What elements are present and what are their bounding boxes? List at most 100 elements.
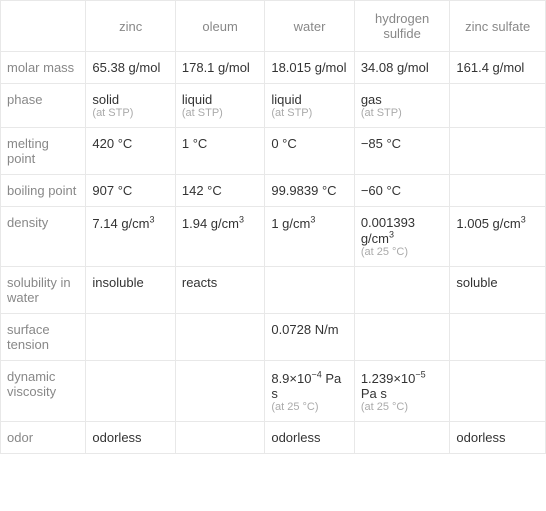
- table-cell: [175, 421, 264, 453]
- table-cell: 18.015 g/mol: [265, 52, 354, 84]
- row-header: molar mass: [1, 52, 86, 84]
- cell-value: 0 °C: [271, 136, 296, 151]
- row-header: boiling point: [1, 175, 86, 207]
- table-cell: 907 °C: [86, 175, 175, 207]
- table-cell: odorless: [265, 421, 354, 453]
- cell-value: reacts: [182, 275, 217, 290]
- table-cell: reacts: [175, 267, 264, 314]
- row-header: melting point: [1, 128, 86, 175]
- table-cell: 1 °C: [175, 128, 264, 175]
- cell-value: 1.005 g/cm3: [456, 216, 525, 231]
- table-cell: liquid(at STP): [265, 84, 354, 128]
- table-cell: solid(at STP): [86, 84, 175, 128]
- col-header: oleum: [175, 1, 264, 52]
- table-cell: 1 g/cm3: [265, 207, 354, 267]
- cell-note: (at 25 °C): [361, 401, 444, 413]
- cell-value: −60 °C: [361, 183, 401, 198]
- cell-value: odorless: [92, 430, 141, 445]
- cell-note: (at STP): [92, 107, 168, 119]
- cell-value: solid: [92, 92, 119, 107]
- table-cell: 142 °C: [175, 175, 264, 207]
- table-cell: [450, 175, 546, 207]
- table-cell: [450, 314, 546, 361]
- cell-value: 65.38 g/mol: [92, 60, 160, 75]
- table-cell: 34.08 g/mol: [354, 52, 450, 84]
- table-cell: [450, 128, 546, 175]
- table-cell: 420 °C: [86, 128, 175, 175]
- row-header: surface tension: [1, 314, 86, 361]
- cell-value: gas: [361, 92, 382, 107]
- table-row: phasesolid(at STP)liquid(at STP)liquid(a…: [1, 84, 546, 128]
- cell-value: 907 °C: [92, 183, 132, 198]
- table-cell: 178.1 g/mol: [175, 52, 264, 84]
- cell-value: liquid: [271, 92, 301, 107]
- table-cell: 0.0728 N/m: [265, 314, 354, 361]
- table-cell: 99.9839 °C: [265, 175, 354, 207]
- cell-value: 0.001393 g/cm3: [361, 215, 415, 246]
- table-cell: soluble: [450, 267, 546, 314]
- row-header: phase: [1, 84, 86, 128]
- table-row: density7.14 g/cm3 1.94 g/cm3 1 g/cm3 0.0013…: [1, 207, 546, 267]
- table-cell: [175, 361, 264, 421]
- cell-note: (at 25 °C): [361, 246, 444, 258]
- row-header: dynamic viscosity: [1, 361, 86, 421]
- cell-value: −85 °C: [361, 136, 401, 151]
- table-cell: 8.9×10−4 Pa s(at 25 °C): [265, 361, 354, 421]
- table-cell: gas(at STP): [354, 84, 450, 128]
- table-cell: [86, 314, 175, 361]
- cell-value: 1 g/cm3: [271, 216, 315, 231]
- cell-value: 161.4 g/mol: [456, 60, 524, 75]
- table-cell: [450, 361, 546, 421]
- row-header: solubility in water: [1, 267, 86, 314]
- table-cell: [450, 84, 546, 128]
- cell-value: 1.94 g/cm3: [182, 216, 244, 231]
- table-cell: 1.239×10−5 Pa s(at 25 °C): [354, 361, 450, 421]
- table-row: odor odorless odorless odorless: [1, 421, 546, 453]
- table-cell: −85 °C: [354, 128, 450, 175]
- cell-value: 8.9×10−4 Pa s: [271, 371, 341, 401]
- table-cell: [354, 314, 450, 361]
- col-header: hydrogen sulfide: [354, 1, 450, 52]
- table-cell: −60 °C: [354, 175, 450, 207]
- table-row: solubility in water insoluble reacts solubl…: [1, 267, 546, 314]
- table-cell: odorless: [86, 421, 175, 453]
- table-cell: 65.38 g/mol: [86, 52, 175, 84]
- cell-value: 1 °C: [182, 136, 207, 151]
- row-header: odor: [1, 421, 86, 453]
- properties-table: zinc oleum water hydrogen sulfide zinc s…: [0, 0, 546, 454]
- table-cell: 0.001393 g/cm3(at 25 °C): [354, 207, 450, 267]
- cell-value: 0.0728 N/m: [271, 322, 338, 337]
- cell-value: odorless: [271, 430, 320, 445]
- table-row: surface tension 0.0728 N/m: [1, 314, 546, 361]
- table-cell: [265, 267, 354, 314]
- table-cell: 7.14 g/cm3: [86, 207, 175, 267]
- table-cell: [354, 421, 450, 453]
- cell-value: odorless: [456, 430, 505, 445]
- table-cell: odorless: [450, 421, 546, 453]
- header-row: zinc oleum water hydrogen sulfide zinc s…: [1, 1, 546, 52]
- corner-cell: [1, 1, 86, 52]
- table-cell: [175, 314, 264, 361]
- cell-value: liquid: [182, 92, 212, 107]
- cell-value: 178.1 g/mol: [182, 60, 250, 75]
- cell-value: 18.015 g/mol: [271, 60, 346, 75]
- cell-value: 34.08 g/mol: [361, 60, 429, 75]
- cell-value: 142 °C: [182, 183, 222, 198]
- table-cell: 1.94 g/cm3: [175, 207, 264, 267]
- table-cell: 1.005 g/cm3: [450, 207, 546, 267]
- cell-value: 420 °C: [92, 136, 132, 151]
- cell-value: insoluble: [92, 275, 143, 290]
- table-cell: liquid(at STP): [175, 84, 264, 128]
- table-row: melting point 420 °C 1 °C 0 °C −85 °C: [1, 128, 546, 175]
- col-header: water: [265, 1, 354, 52]
- table-cell: 161.4 g/mol: [450, 52, 546, 84]
- cell-note: (at STP): [182, 107, 258, 119]
- cell-value: soluble: [456, 275, 497, 290]
- table-row: boiling point 907 °C 142 °C 99.9839 °C −60 °…: [1, 175, 546, 207]
- col-header: zinc: [86, 1, 175, 52]
- table-cell: 0 °C: [265, 128, 354, 175]
- col-header: zinc sulfate: [450, 1, 546, 52]
- row-header: density: [1, 207, 86, 267]
- table-cell: [86, 361, 175, 421]
- cell-value: 99.9839 °C: [271, 183, 336, 198]
